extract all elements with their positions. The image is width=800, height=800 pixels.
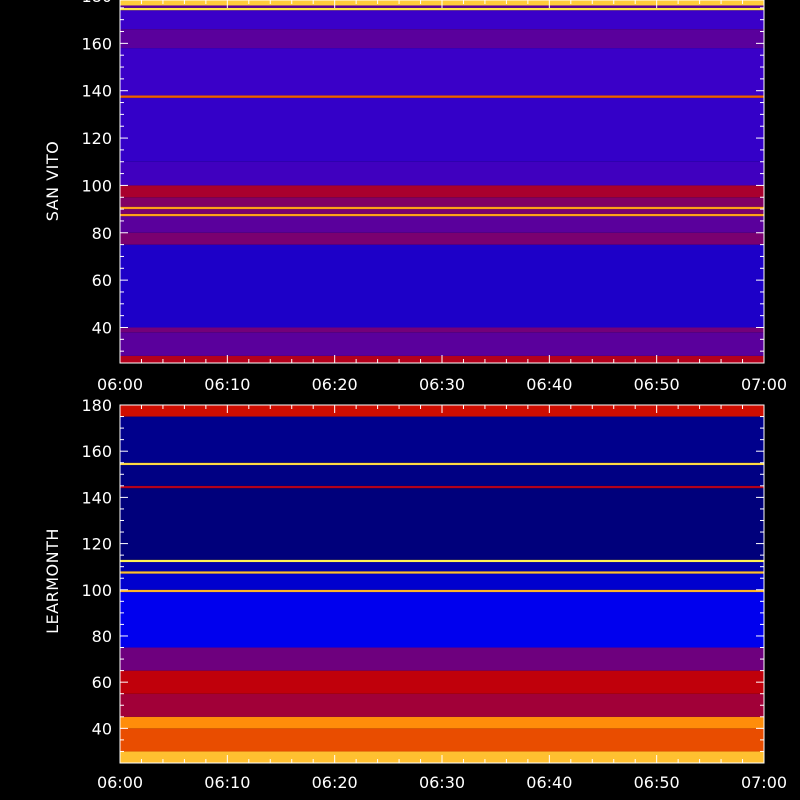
intensity-band	[120, 647, 764, 671]
x-tick-label: 06:20	[312, 773, 358, 792]
intensity-band	[120, 559, 764, 563]
y-tick-label: 140	[81, 488, 112, 507]
y-tick-labels: 180 160 140 120 100 80 60 40	[81, 396, 112, 738]
x-tick-label: 06:10	[204, 375, 250, 394]
x-tick-label: 06:40	[526, 375, 572, 394]
axis-ticks	[119, 0, 765, 364]
y-tick-label: 40	[92, 318, 112, 337]
y-tick-label: 140	[81, 82, 112, 101]
x-tick-label: 06:30	[419, 375, 465, 394]
intensity-band	[120, 232, 764, 245]
intensity-band	[120, 197, 764, 207]
y-tick-label: 80	[92, 627, 112, 646]
intensity-band	[120, 161, 764, 186]
intensity-band	[120, 728, 764, 752]
intensity-band	[120, 573, 764, 590]
y-tick-label: 160	[81, 34, 112, 53]
intensity-band	[120, 670, 764, 694]
x-tick-label: 07:00	[741, 773, 787, 792]
y-tick-label: 120	[81, 129, 112, 148]
y-tick-labels: 180 160 140 120 100 80 60 40	[81, 0, 112, 337]
intensity-band	[120, 589, 764, 593]
intensity-band	[120, 327, 764, 333]
intensity-band	[120, 571, 764, 574]
intensity-band	[120, 562, 764, 572]
y-tick-label: 60	[92, 673, 112, 692]
intensity-band	[120, 185, 764, 198]
y-tick-label: 100	[81, 581, 112, 600]
intensity-band	[120, 209, 764, 214]
intensity-band	[120, 48, 764, 96]
x-tick-label: 06:50	[634, 773, 680, 792]
y-tick-label: 40	[92, 719, 112, 738]
x-tick-labels: 06:00 06:10 06:20 06:30 06:40 06:50 07:00	[97, 773, 787, 792]
spectrogram-image	[120, 405, 764, 763]
intensity-band	[120, 332, 764, 356]
intensity-band	[120, 216, 764, 233]
axis-ticks	[119, 404, 765, 764]
intensity-band	[120, 592, 764, 648]
x-tick-label: 06:30	[419, 773, 465, 792]
intensity-band	[120, 97, 764, 162]
y-axis-label: SAN VITO	[43, 141, 62, 221]
intensity-band	[120, 693, 764, 717]
spectrogram-image	[120, 0, 764, 363]
x-tick-label: 06:50	[634, 375, 680, 394]
x-tick-label: 06:20	[312, 375, 358, 394]
intensity-band	[120, 462, 764, 466]
intensity-band	[120, 465, 764, 486]
intensity-band	[120, 206, 764, 210]
intensity-band	[120, 716, 764, 729]
y-tick-label: 100	[81, 176, 112, 195]
y-tick-label: 180	[81, 0, 112, 6]
y-tick-label: 60	[92, 271, 112, 290]
y-tick-label: 120	[81, 535, 112, 554]
intensity-band	[120, 213, 764, 217]
intensity-band	[120, 416, 764, 463]
x-tick-label: 06:10	[204, 773, 250, 792]
y-axis-label: LEARMONTH	[43, 528, 62, 634]
x-tick-labels: 06:00 06:10 06:20 06:30 06:40 06:50 07:00	[97, 375, 787, 394]
intensity-band	[120, 10, 764, 30]
y-tick-label: 160	[81, 442, 112, 461]
x-tick-label: 07:00	[741, 375, 787, 394]
y-tick-label: 80	[92, 224, 112, 243]
x-tick-label: 06:00	[97, 375, 143, 394]
intensity-band	[120, 485, 764, 489]
intensity-band	[120, 244, 764, 328]
intensity-band	[120, 488, 764, 560]
x-tick-label: 06:00	[97, 773, 143, 792]
x-tick-label: 06:40	[526, 773, 572, 792]
intensity-band	[120, 7, 764, 11]
intensity-band	[120, 29, 764, 49]
intensity-band	[120, 95, 764, 98]
y-tick-label: 180	[81, 396, 112, 415]
